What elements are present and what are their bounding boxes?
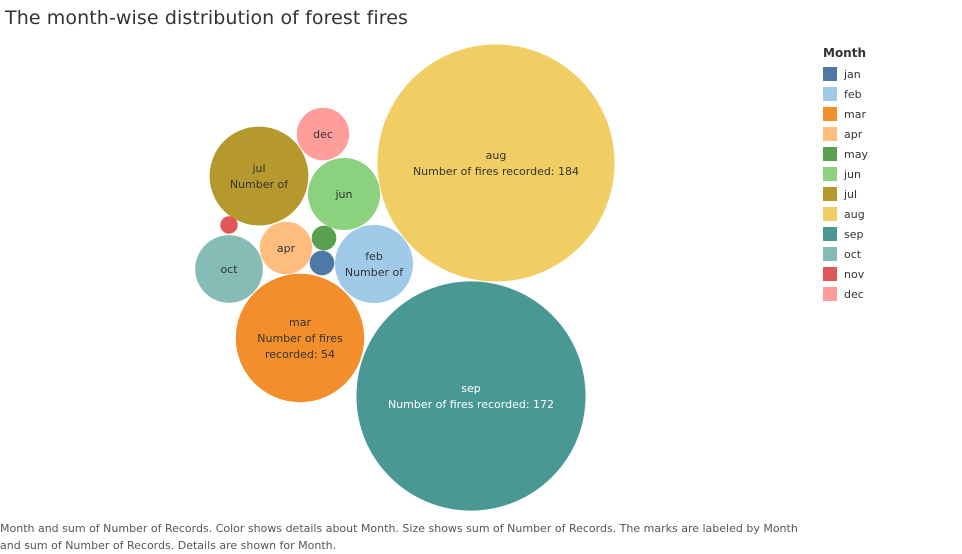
legend-item-may[interactable]: may [823,144,868,164]
legend-item-sep[interactable]: sep [823,224,868,244]
legend-items: jan feb mar apr may jun jul aug sep oct nov dec [823,64,868,304]
legend-label: feb [844,87,862,101]
bubble-circle-jul[interactable] [209,126,309,226]
legend-title: Month [823,46,867,60]
bubble-label-mar: mar [289,316,311,329]
bubble-oct[interactable]: oct [195,235,263,303]
bubble-circle-apr[interactable] [259,221,313,275]
bubble-circle-mar[interactable] [235,273,365,403]
bubble-jan[interactable] [309,250,335,276]
legend-label: jan [844,67,861,81]
bubble-may[interactable] [311,225,337,251]
bubble-nov[interactable] [220,216,238,234]
bubble-label-feb: feb [365,250,383,263]
bubble-feb[interactable]: feb Number of [334,224,414,304]
legend-label: oct [844,247,862,261]
bubble-label-apr: apr [277,242,296,255]
legend-item-feb[interactable]: feb [823,84,868,104]
legend-label: nov [844,267,865,281]
bubble-circle-oct[interactable] [195,235,263,303]
bubble-circle-sep[interactable] [356,281,586,511]
legend-item-jul[interactable]: jul [823,184,868,204]
chart-caption: Month and sum of Number of Records. Colo… [0,522,798,552]
legend-item-dec[interactable]: dec [823,284,868,304]
bubble-circle-may[interactable] [311,225,337,251]
bubble-label-dec: dec [313,128,333,141]
legend-item-mar[interactable]: mar [823,104,868,124]
bubble-label-oct: oct [220,263,238,276]
bubble-jun[interactable]: jun [307,157,381,231]
legend-swatch [823,227,837,241]
bubble-label-aug: Number of fires recorded: 184 [413,165,579,178]
legend-swatch [823,207,837,221]
bubble-circle-aug[interactable] [377,44,615,282]
legend-swatch [823,287,837,301]
bubble-label-jul: jul [251,162,265,175]
legend-item-nov[interactable]: nov [823,264,868,284]
bubble-label-sep: Number of fires recorded: 172 [388,398,554,411]
legend-swatch [823,247,837,261]
bubble-label-feb: Number of [345,266,404,279]
bubble-circle-dec[interactable] [296,107,350,161]
legend-item-jun[interactable]: jun [823,164,868,184]
legend-swatch [823,107,837,121]
legend-swatch [823,67,837,81]
legend-item-jan[interactable]: jan [823,64,868,84]
bubble-label-mar: recorded: 54 [265,348,335,361]
bubble-aug[interactable]: aug Number of fires recorded: 184 [377,44,615,282]
bubble-apr[interactable]: apr [259,221,313,275]
legend-label: mar [844,107,866,121]
legend-swatch [823,147,837,161]
bubble-label-mar: Number of fires [257,332,343,345]
bubble-chart: feb Number of mar Number of fires recorded: … [195,44,615,511]
bubble-label-jun: jun [335,188,353,201]
bubble-jul[interactable]: jul Number of [209,126,309,226]
legend-label: may [844,147,868,161]
chart-title: The month-wise distribution of forest fi… [5,7,409,29]
legend: Month jan feb mar apr may jun jul aug sep oct nov d… [823,46,868,304]
bubble-circle-nov[interactable] [220,216,238,234]
legend-swatch [823,127,837,141]
bubble-label-jul: Number of [230,178,289,191]
legend-label: aug [844,207,865,221]
legend-swatch [823,167,837,181]
legend-label: apr [844,127,863,141]
legend-label: dec [844,287,864,301]
bubble-circle-feb[interactable] [334,224,414,304]
legend-label: jun [844,167,861,181]
bubble-label-aug: aug [486,149,507,162]
bubble-sep[interactable]: sep Number of fires recorded: 172 [356,281,586,511]
legend-swatch [823,187,837,201]
legend-swatch [823,267,837,281]
legend-item-aug[interactable]: aug [823,204,868,224]
bubble-label-sep: sep [461,382,480,395]
legend-item-apr[interactable]: apr [823,124,868,144]
legend-swatch [823,87,837,101]
legend-label: jul [844,187,858,201]
bubble-circle-jun[interactable] [307,157,381,231]
bubble-mar[interactable]: mar Number of fires recorded: 54 [235,273,365,403]
legend-label: sep [844,227,864,241]
legend-item-oct[interactable]: oct [823,244,868,264]
bubble-circle-jan[interactable] [309,250,335,276]
bubble-dec[interactable]: dec [296,107,350,161]
